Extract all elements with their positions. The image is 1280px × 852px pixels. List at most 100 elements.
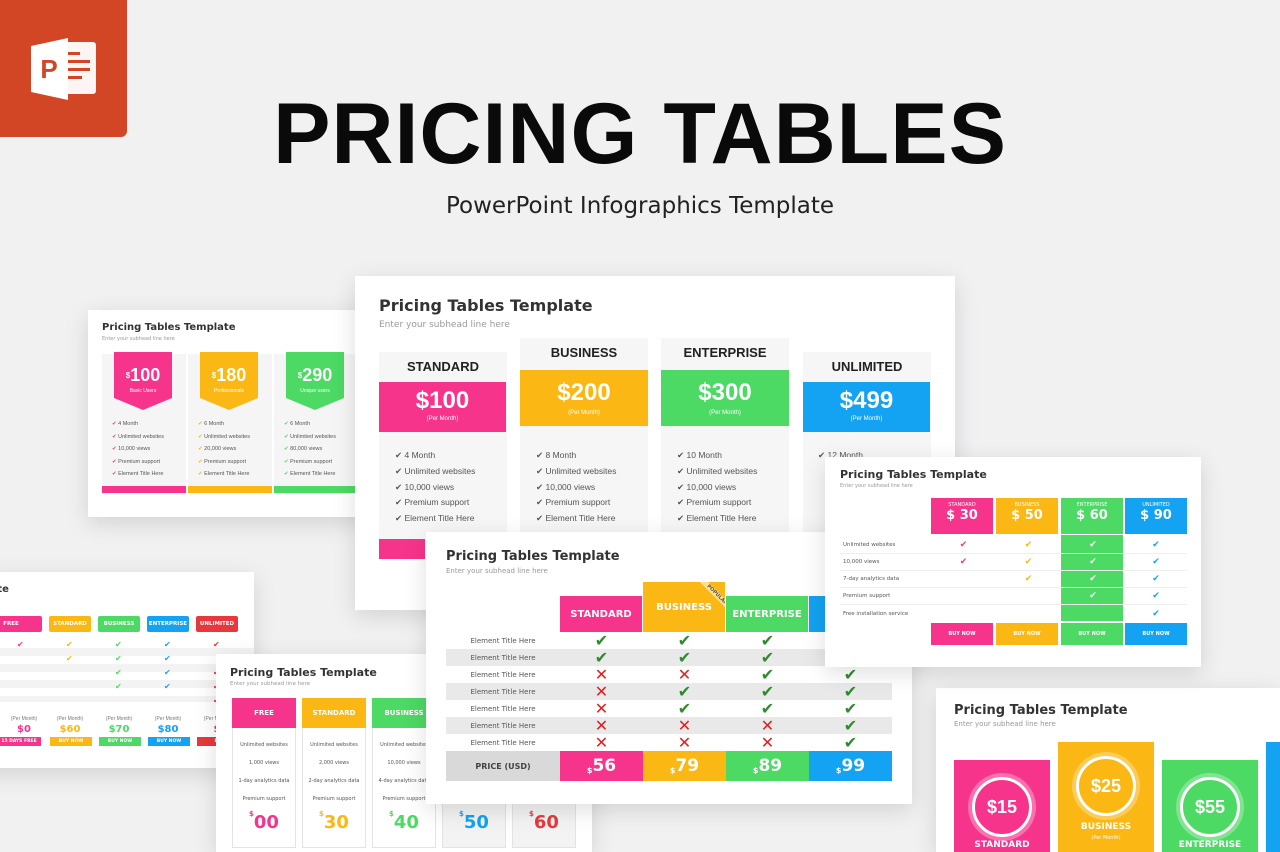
table-row: Unlimited websites ✔ ✔ ✔ ✔ [840,537,1187,554]
price-period: (Per Month) [10,716,38,722]
list-item: ✔ 6 Month [198,421,225,427]
check-circle-icon: ✔ [395,465,403,476]
plan-name: STANDARD [948,502,976,508]
rows-bg [0,640,254,702]
plan-period: (Per Month) [1091,835,1121,841]
row-label: 7-day analytics data [843,576,900,582]
plan-tab[interactable]: FREE [0,616,42,632]
list-item: ✔ 4 Month [395,450,436,460]
buy-now-button[interactable]: BUY NOW [1061,623,1123,645]
list-item: 2-day analytics data [308,778,360,784]
plan-header: STANDARD $ 30 [931,498,993,534]
check-column: ✔ ✔ [66,640,73,663]
table-row: Element Title Here ✕ ✕ ✕ ✔ [446,733,892,752]
list-item: ✔ Element Title Here [284,471,336,477]
buy-now-button[interactable]: BUY NOW [931,623,993,645]
page-subtitle: PowerPoint Infographics Template [445,193,835,219]
list-item: ✔ 10,000 views [395,481,455,492]
list-item: ✔ Unlimited websites [395,465,476,476]
table-row: Element Title Here ✕ ✕ ✔ ✔ [446,665,892,684]
feature-list: ✔ 4 Month ✔ Unlimited websites ✔ 10,000 … [395,448,475,527]
plan-name: STANDARD [407,358,479,374]
feature-list: ✔ 12 Month [818,448,863,464]
buy-button[interactable] [379,539,425,559]
check-circle-icon: ✔ [395,513,403,524]
plan-tab[interactable]: ENTERPRISE [147,616,189,632]
cta-button[interactable]: BUY NOW [99,737,141,746]
plan-tab[interactable]: STANDARD [49,616,91,632]
powerpoint-icon: P [31,38,96,100]
plan-price: $100 [125,364,161,385]
list-item: Unlimited websites [380,742,428,748]
list-item: ✔ Premium support [198,458,247,465]
plan-price: $ 60 [1076,508,1108,523]
price-box [379,382,506,432]
list-item: ✔ 20,000 views [198,446,237,452]
plan-card [1266,742,1280,852]
price-box [661,370,789,426]
feature-list: Unlimited websites 1,000 views 1-day ana… [232,736,296,808]
plan-price: $200 [557,379,611,406]
check-circle-icon: ✔ [818,450,826,460]
table-row: Free installation service ✔ [840,605,1187,622]
check-circle-icon: ✔ [677,513,685,524]
list-item: Unlimited websites [310,742,358,748]
price-box [520,370,648,426]
slide-title: Pricing Tables Template [230,666,377,679]
cta-button[interactable]: 15 DAYS FREE [0,737,41,746]
plan-period: (Per Month) [426,416,459,422]
feature-list: ✔ 6 Month ✔ Unlimited websites ✔ 20,000 … [198,418,250,481]
feature-table: Unlimited websites ✔ ✔ ✔ ✔ 10,000 views ✔ ✔ ✔ ✔ … [840,537,1187,622]
cta-button[interactable]: BUY NOW [50,737,92,746]
plan-price: $0 [17,723,31,735]
slide-title: Pricing Tables Template [102,322,236,333]
buy-now-button[interactable]: BUY NOW [1125,623,1187,645]
plan-header: ENTERPRISE [726,596,808,632]
row-label: Element Title Here [470,687,536,696]
list-item: ✔ 8 Month [536,450,577,460]
row-label: Element Title Here [470,721,536,730]
color-bar [188,486,272,493]
feature-list: ✔ 8 Month ✔ Unlimited websites ✔ 10,000 … [536,448,616,527]
row-label: Element Title Here [470,738,536,747]
plan-period: (Per Month) [850,416,883,422]
check-column: ✔✔✔✔ [164,640,171,691]
cta-button[interactable]: BUY NOW [148,737,190,746]
feature-list: Unlimited websites 2,000 views 2-day ana… [302,736,366,808]
slide-subhead: Enter your subhead line here [230,681,311,687]
price-circle: $25 [1076,756,1136,816]
plan-period: (Per Month) [709,410,741,416]
check-circle-icon: ✔ [536,450,544,460]
feature-list: ✔ 10 Month ✔ Unlimited websites ✔ 10,000… [677,448,757,527]
plan-price: $50 [459,810,489,833]
price-box [803,382,930,432]
list-item: ✔ 10,000 views [112,446,151,452]
list-item: ✔ Element Title Here [112,471,164,477]
price-circle: $55 [1180,777,1240,837]
plan-header: ENTERPRISE $ 60 [1061,498,1123,534]
plan-price: $40 [389,810,419,833]
plan-price: $99 [809,751,892,781]
list-item: ✔ Unlimited websites [677,465,758,476]
list-item: 2,000 views [318,760,350,766]
plan-price: $56 [560,751,643,781]
list-item: Premium support [382,796,426,802]
slide-banner-pricing: Pricing Tables Template Enter your subhe… [88,310,378,517]
table-row: Element Title Here ✕ ✕ ✕ ✔ [446,716,892,735]
list-item: ✔ Element Title Here [198,471,250,477]
slide-subhead: Enter your subhead line here [954,720,1056,728]
check-circle-icon: ✔ [536,481,544,492]
plan-price: $60 [529,810,559,833]
list-item: ✔ Premium support [536,497,611,508]
row-label: Element Title Here [470,636,536,645]
plan-tab[interactable]: UNLIMITED [196,616,238,632]
powerpoint-badge: P [0,0,127,137]
plan-tab[interactable]: BUSINESS [98,616,140,632]
slide-circle-pricing: Pricing Tables Template Enter your subhe… [936,688,1280,852]
plan-name: BUSINESS [1080,822,1132,832]
check-circle-icon: ✔ [536,513,544,524]
list-item: 4-day analytics data [378,778,430,784]
buy-now-button[interactable]: BUY NOW [996,623,1058,645]
table-row: Element Title Here ✔ ✔ ✔ [446,631,892,650]
check-circle-icon: ✔ [395,497,403,508]
